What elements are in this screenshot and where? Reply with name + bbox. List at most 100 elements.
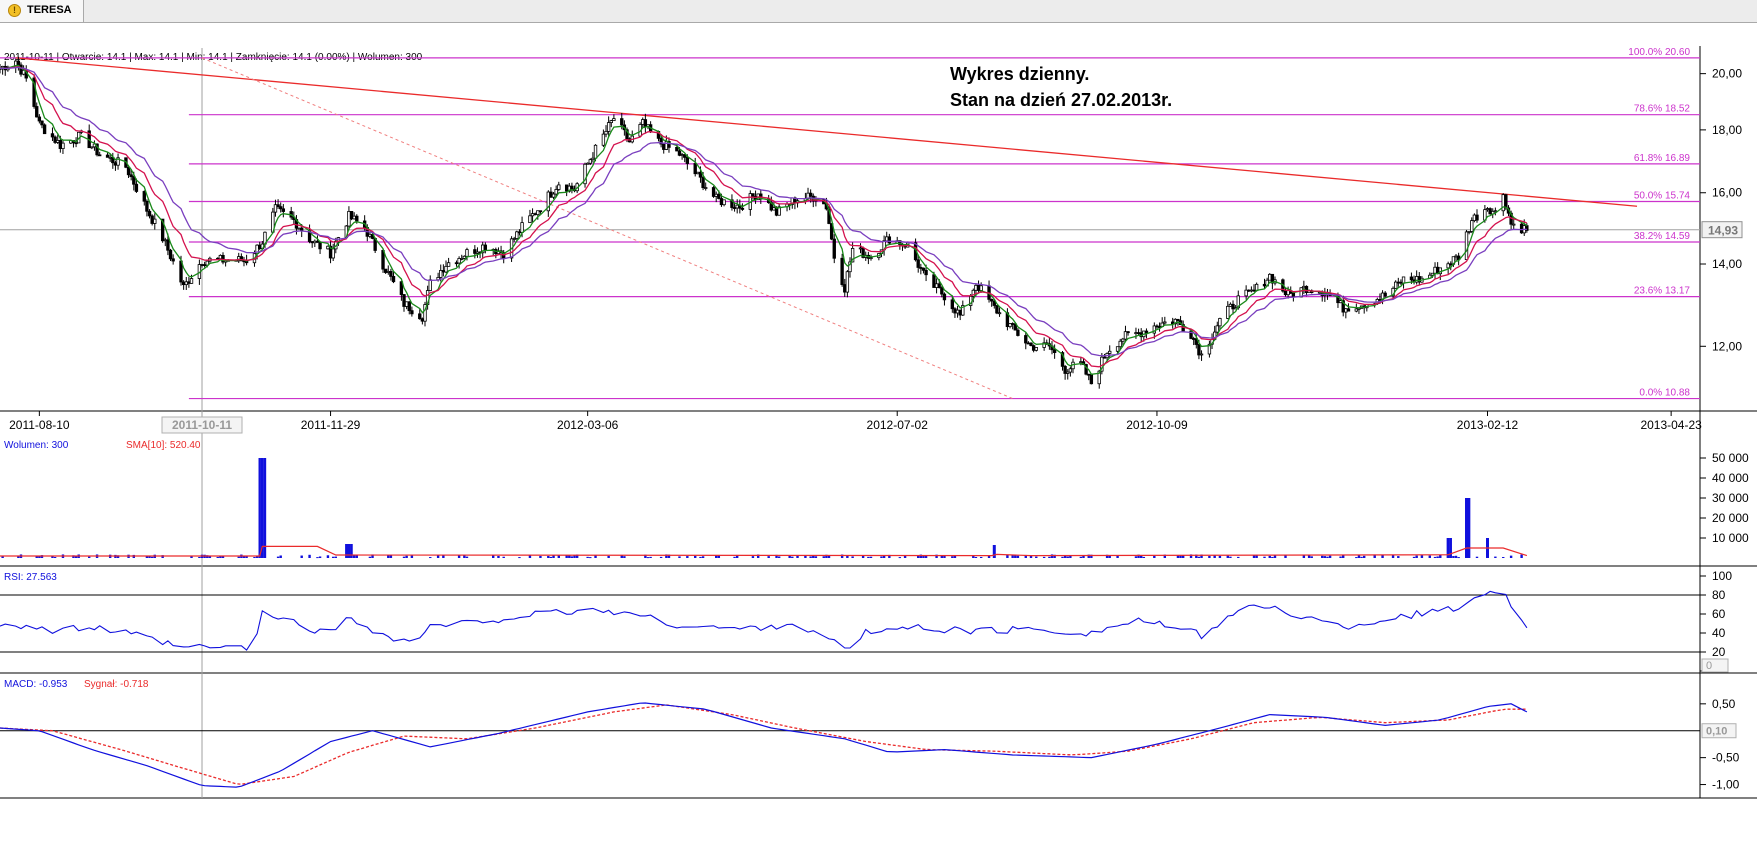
volume-bar xyxy=(258,458,261,558)
volume-bar xyxy=(735,554,739,558)
volume-bar xyxy=(1116,555,1119,558)
volume-bar xyxy=(1428,555,1431,558)
candle-body xyxy=(1454,255,1458,258)
volume-bar xyxy=(429,557,432,559)
volume-bar xyxy=(1179,555,1182,558)
candle-body xyxy=(1485,208,1490,211)
volume-bar xyxy=(242,556,246,558)
volume-bar xyxy=(1063,555,1067,558)
candle-body xyxy=(454,262,459,265)
candle-body xyxy=(1396,281,1400,284)
candle-body xyxy=(570,185,574,190)
volume-bar xyxy=(279,555,282,558)
candle-body xyxy=(974,284,978,291)
volume-bar xyxy=(539,555,542,558)
candle-body xyxy=(1493,210,1498,213)
rsi-y-tick-label: 80 xyxy=(1712,588,1726,602)
volume-bar xyxy=(457,555,461,558)
volume-bar xyxy=(1213,554,1216,558)
candle-body xyxy=(1102,356,1107,359)
candle-body xyxy=(202,264,207,267)
candle-body xyxy=(683,154,687,158)
warning-icon: ! xyxy=(8,4,21,17)
candle-body xyxy=(258,244,262,250)
candle-body xyxy=(460,257,464,260)
candle-body xyxy=(777,206,781,216)
candle-body xyxy=(1024,335,1028,344)
volume-bar xyxy=(573,555,576,558)
candle-body xyxy=(696,171,700,175)
candle-body xyxy=(1097,370,1101,385)
fib-level-label: 78.6% 18.52 xyxy=(1634,104,1691,115)
candle-body xyxy=(331,248,335,259)
macd-y-tick-label: -1,00 xyxy=(1712,778,1740,792)
candle-body xyxy=(1286,290,1290,296)
volume-bar xyxy=(219,555,222,558)
volume-bar xyxy=(38,556,41,558)
candle-body xyxy=(719,198,724,206)
volume-bar xyxy=(318,556,322,558)
candle-body xyxy=(1052,349,1057,353)
volume-bar xyxy=(851,556,854,558)
candle-body xyxy=(1472,214,1477,222)
volume-bar xyxy=(903,555,907,558)
volume-bar xyxy=(1176,555,1180,558)
volume-bar xyxy=(1357,555,1361,558)
ema-mid-line xyxy=(0,66,1528,368)
volume-bar xyxy=(1302,554,1306,558)
stock-chart[interactable]: 2011-10-11 | Otwarcie: 14.1 | Max: 14.1 … xyxy=(0,23,1757,843)
candle-body xyxy=(147,210,152,217)
volume-bar xyxy=(150,556,154,558)
candle-body xyxy=(732,207,737,209)
volume-bar xyxy=(678,556,681,558)
candle-body xyxy=(921,267,926,271)
volume-bar xyxy=(1415,555,1418,558)
candle-body xyxy=(546,191,550,212)
volume-bar xyxy=(51,555,54,558)
candle-body xyxy=(218,254,223,260)
candle-body xyxy=(1191,338,1196,340)
candle-body xyxy=(1134,332,1138,335)
candle-body xyxy=(808,192,813,197)
candle-body xyxy=(916,259,920,268)
candle-body xyxy=(512,238,516,240)
volume-bar xyxy=(646,557,650,559)
candle-body xyxy=(1346,308,1351,312)
candle-body xyxy=(591,157,595,161)
volume-bar xyxy=(869,556,873,558)
candle-body xyxy=(326,245,330,250)
candle-body xyxy=(958,309,962,316)
candle-body xyxy=(659,137,663,145)
fib-level-label: 61.8% 16.89 xyxy=(1634,153,1691,164)
volume-bar xyxy=(1360,556,1363,558)
volume-bar xyxy=(1140,555,1143,558)
candle-body xyxy=(1194,338,1198,345)
volume-bar xyxy=(788,555,791,558)
volume-bar xyxy=(715,555,718,558)
candle-body xyxy=(1357,307,1361,310)
volume-bar xyxy=(1090,554,1093,558)
candle-body xyxy=(37,116,42,122)
fib-level-label: 50.0% 15.74 xyxy=(1634,190,1691,201)
volume-y-tick-label: 50 000 xyxy=(1712,451,1749,465)
volume-bar xyxy=(659,556,663,558)
macd-legend: MACD: -0.953 xyxy=(4,679,68,690)
candle-body xyxy=(1189,330,1193,339)
tab-teresa[interactable]: ! TERESA xyxy=(0,0,84,22)
rsi-legend: RSI: 27.563 xyxy=(4,572,57,583)
volume-y-tick-label: 40 000 xyxy=(1712,471,1749,485)
volume-bar xyxy=(701,556,705,558)
volume-bar xyxy=(1069,555,1072,558)
volume-bar xyxy=(667,554,671,558)
volume-bar xyxy=(791,556,794,558)
volume-spike-bar xyxy=(347,544,351,558)
volume-bar xyxy=(549,556,553,558)
volume-bar xyxy=(148,556,151,558)
candle-body xyxy=(1060,352,1065,367)
candle-body xyxy=(166,239,170,251)
candle-body xyxy=(1244,289,1248,297)
volume-bar xyxy=(1163,554,1167,558)
candle-body xyxy=(1087,373,1091,376)
candle-body xyxy=(840,257,844,285)
volume-bar xyxy=(410,555,414,558)
